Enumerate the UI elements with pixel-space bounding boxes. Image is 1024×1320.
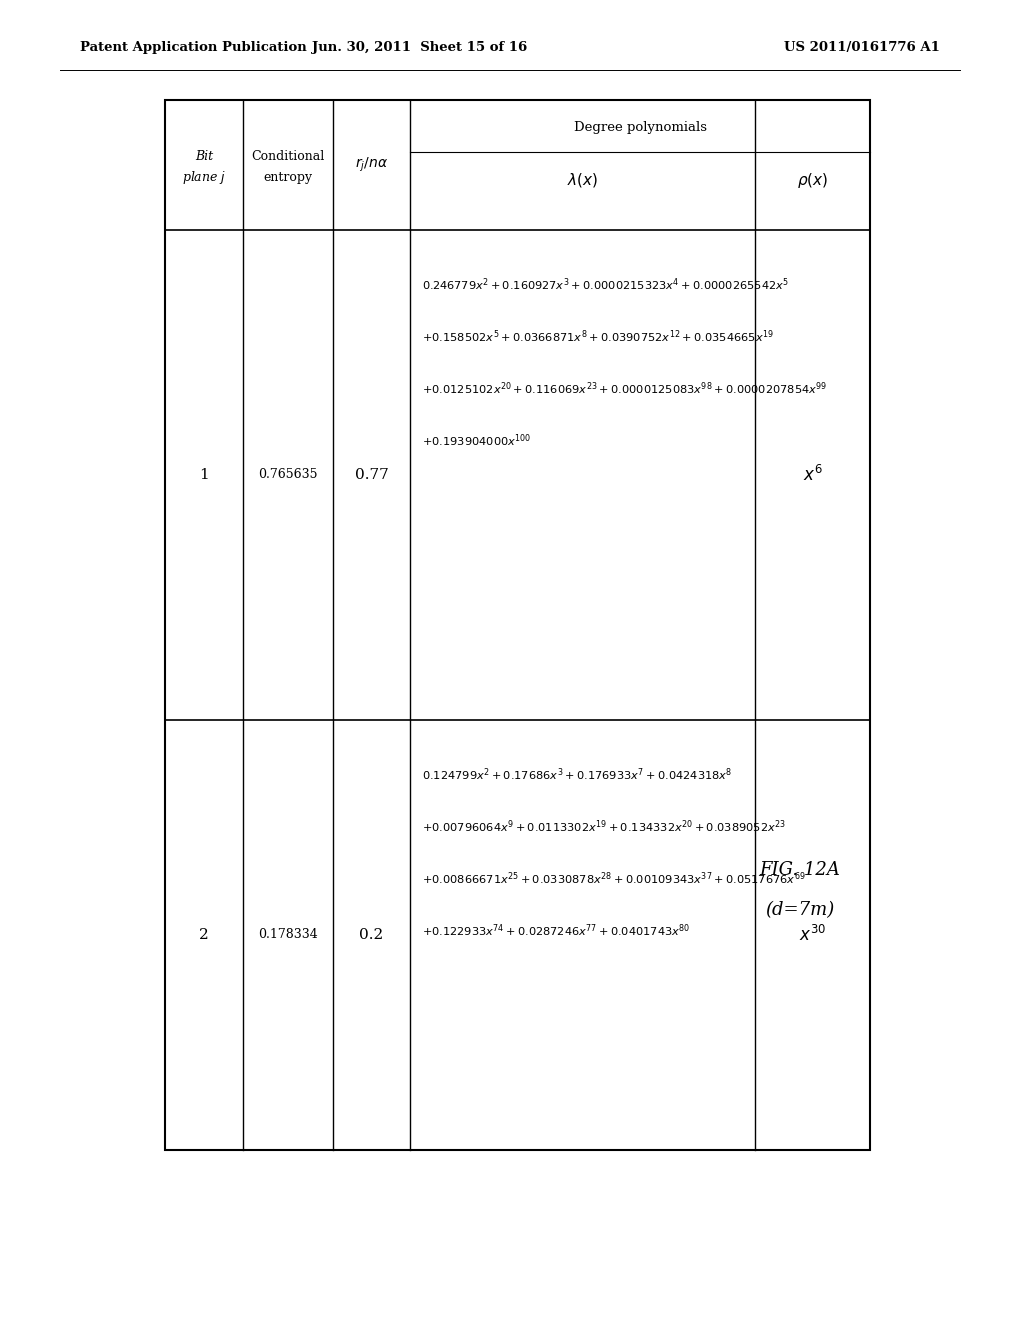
Text: entropy: entropy	[263, 170, 312, 183]
Text: $+0.122933x^{74} + 0.0287246x^{77} + 0.0401743x^{80}$: $+0.122933x^{74} + 0.0287246x^{77} + 0.0…	[422, 923, 690, 940]
Text: Bit: Bit	[195, 150, 213, 164]
Text: Degree polynomials: Degree polynomials	[573, 121, 707, 135]
Text: $\rho(x)$: $\rho(x)$	[797, 170, 828, 190]
Text: 1: 1	[199, 469, 209, 482]
Text: 2: 2	[199, 928, 209, 942]
Text: $r_j/n\alpha$: $r_j/n\alpha$	[355, 156, 388, 174]
Text: Patent Application Publication: Patent Application Publication	[80, 41, 307, 54]
Text: 0.77: 0.77	[354, 469, 388, 482]
Text: $x^6$: $x^6$	[803, 465, 822, 484]
Text: 0.765635: 0.765635	[258, 469, 317, 482]
Text: Jun. 30, 2011  Sheet 15 of 16: Jun. 30, 2011 Sheet 15 of 16	[312, 41, 527, 54]
Text: 0.2: 0.2	[359, 928, 384, 942]
Text: $+0.193904000x^{100}$: $+0.193904000x^{100}$	[422, 433, 531, 449]
Text: $\lambda(x)$: $\lambda(x)$	[567, 172, 598, 189]
Text: $x^{30}$: $x^{30}$	[799, 925, 826, 945]
Text: plane $j$: plane $j$	[182, 169, 226, 186]
Text: $+0.158502x^5 + 0.0366871x^8 + 0.0390752x^{12} + 0.0354665x^{19}$: $+0.158502x^5 + 0.0366871x^8 + 0.0390752…	[422, 329, 774, 346]
Text: $0.124799x^2 + 0.17686x^3 + 0.176933x^7 + 0.0424318x^8$: $0.124799x^2 + 0.17686x^3 + 0.176933x^7 …	[422, 767, 732, 783]
Text: FIG. 12A: FIG. 12A	[760, 861, 841, 879]
Text: $+0.0125102x^{20} + 0.116069x^{23} + 0.0000125083x^{98} + 0.000020 7854x^{99}$: $+0.0125102x^{20} + 0.116069x^{23} + 0.0…	[422, 380, 827, 397]
Text: $+0.00866671x^{25} + 0.0330878x^{28} + 0.00109343x^{37} + 0.0517676x^{69}$: $+0.00866671x^{25} + 0.0330878x^{28} + 0…	[422, 871, 806, 887]
Text: (d=7m): (d=7m)	[765, 902, 835, 919]
Text: Conditional: Conditional	[251, 150, 325, 164]
Text: $+0.00796064x^9 + 0.0113302x^{19} + 0.134332x^{20} + 0.0389052x^{23}$: $+0.00796064x^9 + 0.0113302x^{19} + 0.13…	[422, 818, 786, 836]
Text: $0.246779x^2 + 0.160927x^3 + 0.0000215323x^4 + 0.0000265542x^5$: $0.246779x^2 + 0.160927x^3 + 0.000021532…	[422, 277, 790, 293]
Text: US 2011/0161776 A1: US 2011/0161776 A1	[784, 41, 940, 54]
Bar	[165, 100, 870, 1150]
Text: 0.178334: 0.178334	[258, 928, 317, 941]
